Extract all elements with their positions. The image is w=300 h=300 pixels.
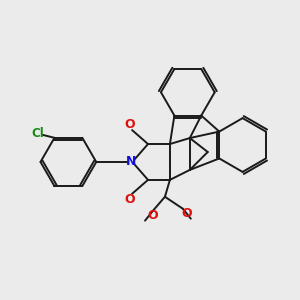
Text: Cl: Cl xyxy=(31,127,44,140)
Text: O: O xyxy=(182,207,192,220)
Text: O: O xyxy=(125,193,135,206)
Text: O: O xyxy=(148,209,158,222)
Text: O: O xyxy=(125,118,135,130)
Text: N: N xyxy=(126,155,136,168)
